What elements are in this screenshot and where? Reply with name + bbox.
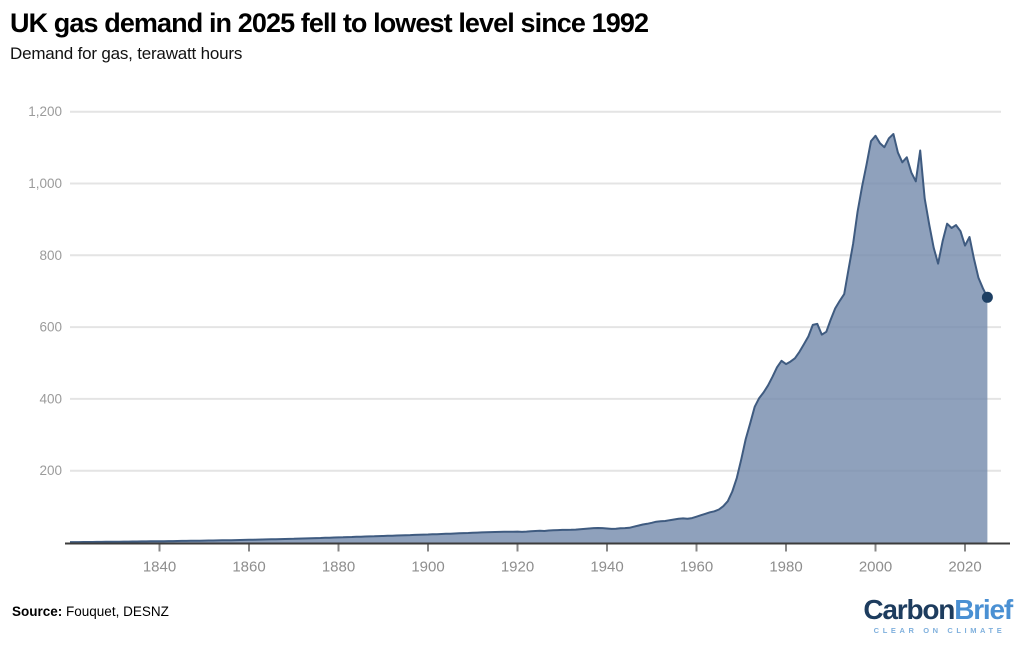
y-axis-tick-label: 200 [39,463,62,478]
latest-value-dot [981,291,993,303]
x-axis-tick-label: 1840 [143,559,176,576]
chart-header: UK gas demand in 2025 fell to lowest lev… [10,8,649,64]
x-axis-tick-label: 2000 [859,559,892,576]
logo-brief-text: Brief [954,594,1013,625]
carbonbrief-logo: CarbonBrief CLEAR ON CLIMATE [863,594,1013,635]
chart-subtitle: Demand for gas, terawatt hours [10,44,243,64]
x-axis-tick-label: 1980 [769,559,802,576]
source-value: Fouquet, DESNZ [66,604,169,619]
carbonbrief-wordmark: CarbonBrief [863,594,1013,625]
y-axis-tick-label: 1,000 [28,176,62,191]
x-axis-tick-label: 1960 [680,559,713,576]
source-label: Source: [12,604,63,619]
x-axis-tick-label: 1920 [501,559,534,576]
y-axis-tick-label: 800 [39,248,62,263]
x-axis-tick-label: 1860 [232,559,265,576]
x-axis-tick-label: 2020 [948,559,981,576]
y-axis-tick-label: 600 [39,320,62,335]
chart-footer: Source: Fouquet, DESNZ CarbonBrief CLEAR… [0,594,1024,646]
logo-carbon-text: Carbon [863,594,955,625]
x-axis-tick-label: 1880 [322,559,355,576]
y-axis-tick-label: 1,200 [28,104,62,119]
x-axis-tick-label: 1900 [411,559,444,576]
demand-area-fill [70,134,988,543]
logo-tagline: CLEAR ON CLIMATE [873,626,1006,635]
chart-title: UK gas demand in 2025 fell to lowest lev… [10,8,649,38]
x-axis-tick-label: 1940 [590,559,623,576]
demand-line [70,133,989,544]
source-note: Source: Fouquet, DESNZ [12,604,169,619]
y-axis-tick-label: 400 [39,391,62,406]
